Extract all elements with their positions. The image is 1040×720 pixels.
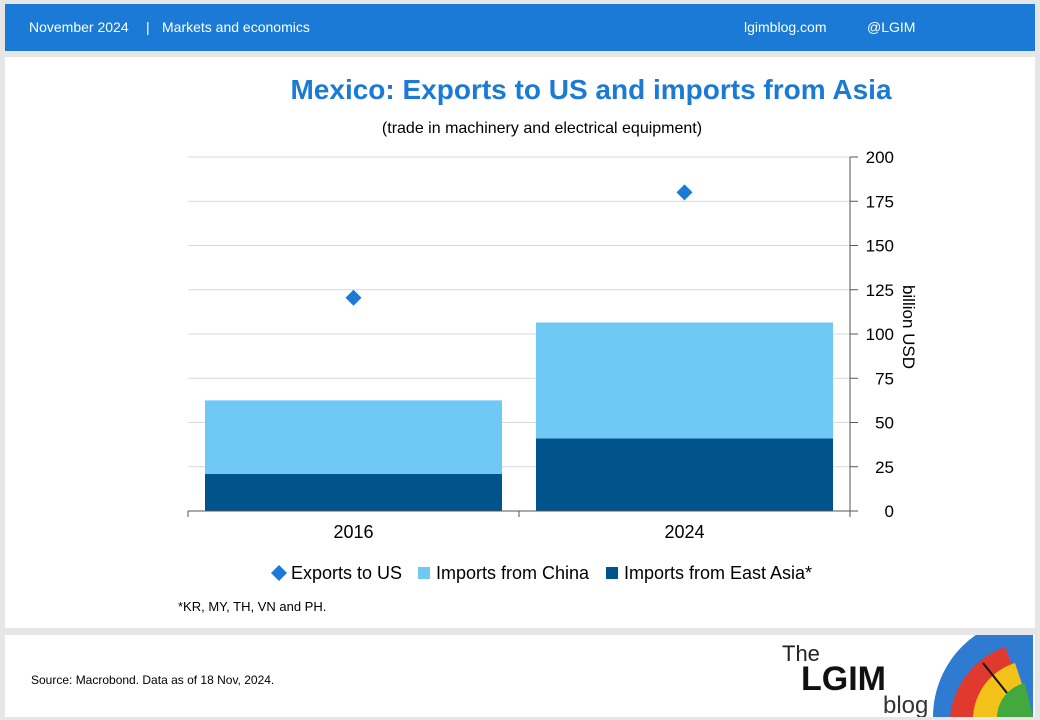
y-tick-label-25: 25 [875, 458, 894, 477]
y-tick-label-175: 175 [866, 192, 894, 211]
lgim-blog-logo: The LGIM blog [782, 635, 1033, 717]
marker-exports-to-us-2024 [676, 184, 693, 201]
axes [187, 156, 858, 517]
bar-imports-from-china-2024 [536, 322, 833, 439]
y-tick-label-50: 50 [875, 414, 894, 433]
x-tick-label-2024: 2024 [664, 522, 704, 542]
top-bar: November 2024 | Markets and economics lg… [5, 4, 1035, 51]
footer: Source: Macrobond. Data as of 18 Nov, 20… [5, 635, 1035, 717]
y-tick-label-200: 200 [866, 148, 894, 167]
markers [345, 184, 693, 306]
legend-label-exports-to-us: Exports to US [291, 563, 402, 583]
bar-imports-from-east-asia-2024 [536, 438, 833, 511]
legend-label-imports-from-east-asia: Imports from East Asia* [624, 563, 812, 583]
y-tick-label-100: 100 [866, 325, 894, 344]
legend-swatch-imports-from-china [418, 567, 430, 579]
x-tick-label-2016: 2016 [333, 522, 373, 542]
logo-the-text: The [782, 641, 820, 666]
y-tick-label-150: 150 [866, 237, 894, 256]
bar-imports-from-china-2016 [205, 400, 502, 474]
y-tick-label-75: 75 [875, 369, 894, 388]
source-note: Source: Macrobond. Data as of 18 Nov, 20… [31, 673, 275, 687]
logo-umbrella-handle [982, 662, 1008, 694]
y-tick-labels: 0 25 50 75 100 125 150 175 200 [866, 148, 894, 521]
chart-title: Mexico: Exports to US and imports from A… [290, 74, 891, 105]
header-date: November 2024 [29, 19, 129, 35]
chart: Mexico: Exports to US and imports from A… [178, 74, 918, 614]
logo-lgim-text: LGIM [801, 660, 886, 698]
y-tick-label-125: 125 [866, 281, 894, 300]
y-tick-label-0: 0 [885, 502, 894, 521]
marker-exports-to-us-2016 [345, 289, 362, 306]
bar-imports-from-east-asia-2016 [205, 473, 502, 511]
legend-label-imports-from-china: Imports from China [436, 563, 590, 583]
logo-blog-text: blog [883, 692, 928, 717]
legend-swatch-exports-to-us [271, 565, 287, 581]
x-tick-labels: 2016 2024 [333, 522, 704, 542]
header-section[interactable]: Markets and economics [162, 19, 310, 35]
header-separator: | [146, 19, 150, 35]
chart-panel: Mexico: Exports to US and imports from A… [5, 57, 1035, 628]
chart-subtitle: (trade in machinery and electrical equip… [382, 120, 702, 137]
header-handle-link[interactable]: @LGIM [867, 19, 916, 35]
bars [205, 322, 833, 511]
footnote: *KR, MY, TH, VN and PH. [178, 599, 326, 614]
legend: Exports to US Imports from China Imports f… [271, 563, 812, 583]
y-axis-label: billion USD [899, 285, 918, 369]
legend-swatch-imports-from-east-asia [606, 567, 618, 579]
header-site-link[interactable]: lgimblog.com [744, 19, 827, 35]
logo-umbrella-green [997, 683, 1033, 717]
